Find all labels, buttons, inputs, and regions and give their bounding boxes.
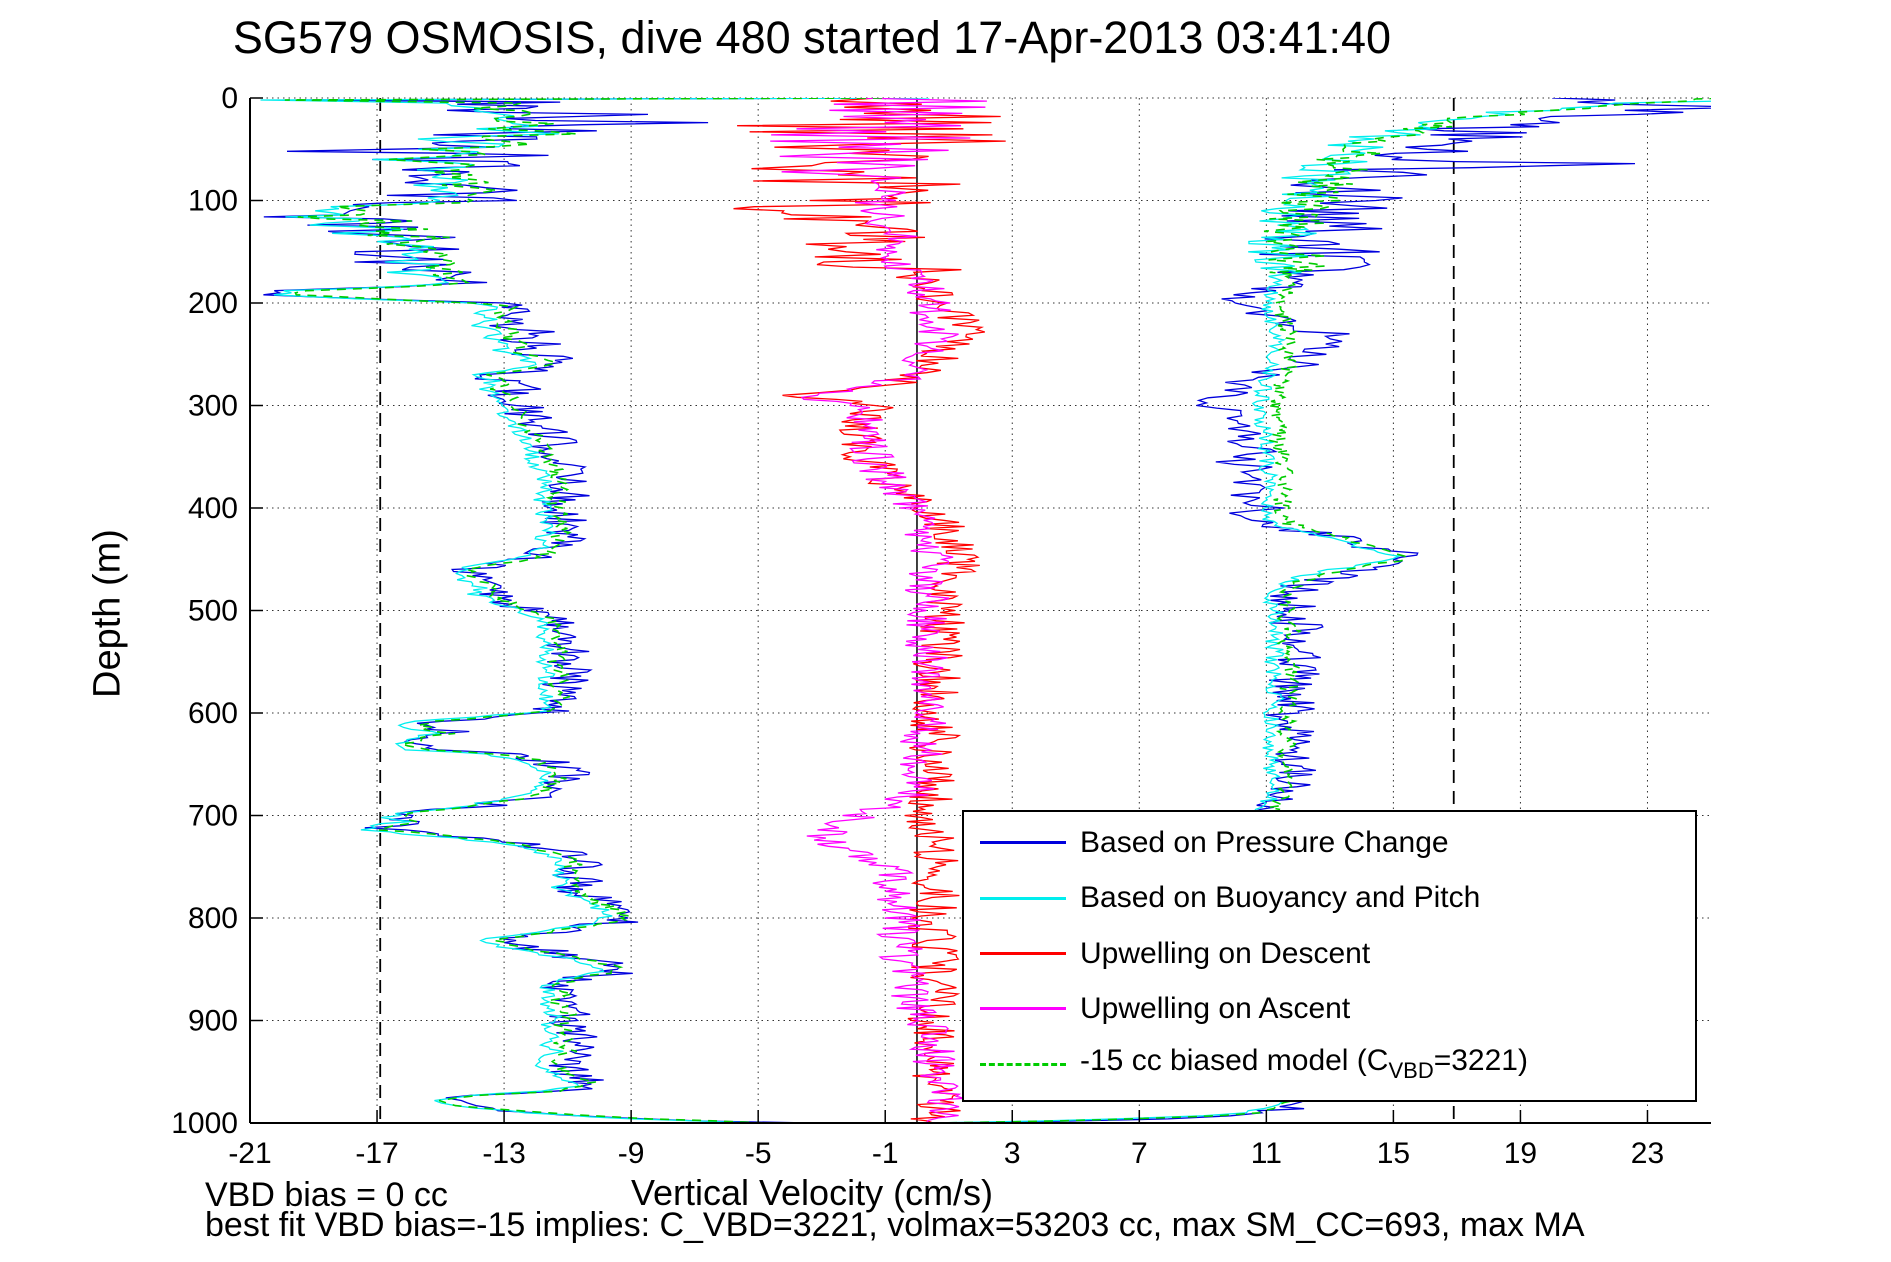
legend-entry: Upwelling on Descent [964,926,1695,981]
legend-sample-2 [980,952,1066,956]
y-tick-label: 800 [188,902,238,935]
legend-sample-4 [980,1062,1066,1066]
y-tick-label: 1000 [171,1107,238,1140]
series-biased-model [284,98,1711,1123]
best-fit-annotation: best fit VBD bias=-15 implies: C_VBD=322… [205,1206,1585,1244]
x-tick-label: 19 [1504,1137,1537,1170]
x-tick-label: -9 [618,1137,645,1170]
legend-entry: -15 cc biased model (CVBD=3221) [964,1037,1695,1092]
y-tick-label: 400 [188,492,238,525]
x-tick-label: -21 [228,1137,271,1170]
legend: Based on Pressure Change Based on Buoyan… [962,810,1697,1102]
legend-entry: Based on Pressure Change [964,815,1695,870]
legend-entry: Based on Buoyancy and Pitch [964,870,1695,925]
legend-sample-1 [980,896,1066,900]
legend-sample-0 [980,841,1066,845]
x-tick-label: -5 [745,1137,772,1170]
y-tick-label: 0 [221,82,238,115]
y-tick-label: 900 [188,1005,238,1038]
y-axis-label: Depth (m) [86,529,129,698]
x-tick-label: -13 [482,1137,525,1170]
x-tick-label: 15 [1377,1137,1410,1170]
legend-label-subscript: VBD [1388,1058,1434,1084]
x-axis-label: Vertical Velocity (cm/s) [630,1172,994,1213]
legend-sample-3 [980,1007,1066,1011]
x-tick-label: -1 [872,1137,899,1170]
y-tick-label: 200 [188,287,238,320]
vbd-bias-annotation: VBD bias = 0 cc [205,1176,448,1214]
y-tick-label: 100 [188,185,238,218]
legend-entry: Upwelling on Ascent [964,981,1695,1036]
series-pressure-change [263,98,1711,1123]
legend-label: Based on Buoyancy and Pitch [1080,881,1481,915]
y-tick-label: 600 [188,697,238,730]
legend-label: Upwelling on Ascent [1080,991,1351,1025]
x-tick-label: 23 [1631,1137,1664,1170]
series-buoyancy-pitch [260,98,1711,1123]
x-tick-label: 7 [1131,1137,1148,1170]
y-tick-label: 500 [188,595,238,628]
series-upwelling-ascent [770,98,987,1123]
y-tick-label: 300 [188,390,238,423]
chart-title: SG579 OSMOSIS, dive 480 started 17-Apr-2… [232,12,1392,63]
legend-label: -15 cc biased model (CVBD=3221) [1080,1044,1528,1084]
series-upwelling-descent [733,98,1006,1123]
x-tick-label: 3 [1004,1137,1021,1170]
y-tick-label: 700 [188,800,238,833]
legend-label: Based on Pressure Change [1080,825,1449,859]
legend-label: Upwelling on Descent [1080,936,1371,970]
x-tick-label: 11 [1251,1137,1282,1170]
x-tick-label: -17 [355,1137,398,1170]
